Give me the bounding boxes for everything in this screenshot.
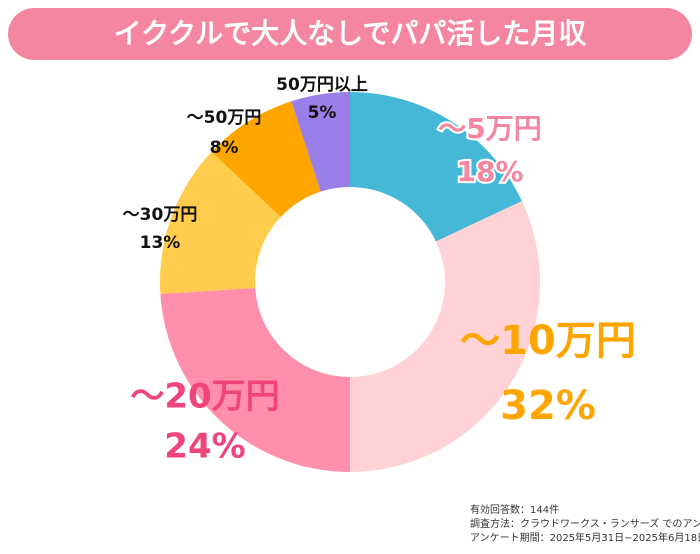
- donut-slice: [160, 287, 350, 472]
- value-label: 13%: [140, 233, 181, 253]
- value-label: 5%: [308, 103, 337, 123]
- value-label: 18%: [456, 155, 523, 188]
- donut-slice: [160, 151, 281, 294]
- category-label: 〜5万円: [438, 112, 541, 145]
- donut-slice: [350, 92, 522, 242]
- category-label: 〜20万円: [130, 377, 279, 417]
- value-label: 32%: [500, 383, 596, 429]
- note: 有効回答数：144件: [470, 503, 559, 516]
- category-label: 50万円以上: [276, 75, 368, 95]
- donut-slice: [211, 101, 321, 217]
- title-banner: [8, 8, 692, 60]
- value-label: 8%: [210, 138, 239, 158]
- donut-slice: [350, 201, 540, 472]
- value-label: 24%: [164, 427, 245, 467]
- category-label: 〜50万円: [187, 108, 262, 128]
- category-label: 〜30万円: [123, 205, 198, 225]
- chart-title: イククルで大人なしでパパ活した月収: [114, 17, 588, 50]
- donut-slice: [291, 92, 350, 192]
- category-label: 〜10万円: [460, 318, 636, 364]
- note: アンケート期間：2025年5月31日−2025年6月18日: [470, 531, 700, 544]
- note: 調査方法：クラウドワークス・ランサーズ でのアンケート: [470, 517, 700, 530]
